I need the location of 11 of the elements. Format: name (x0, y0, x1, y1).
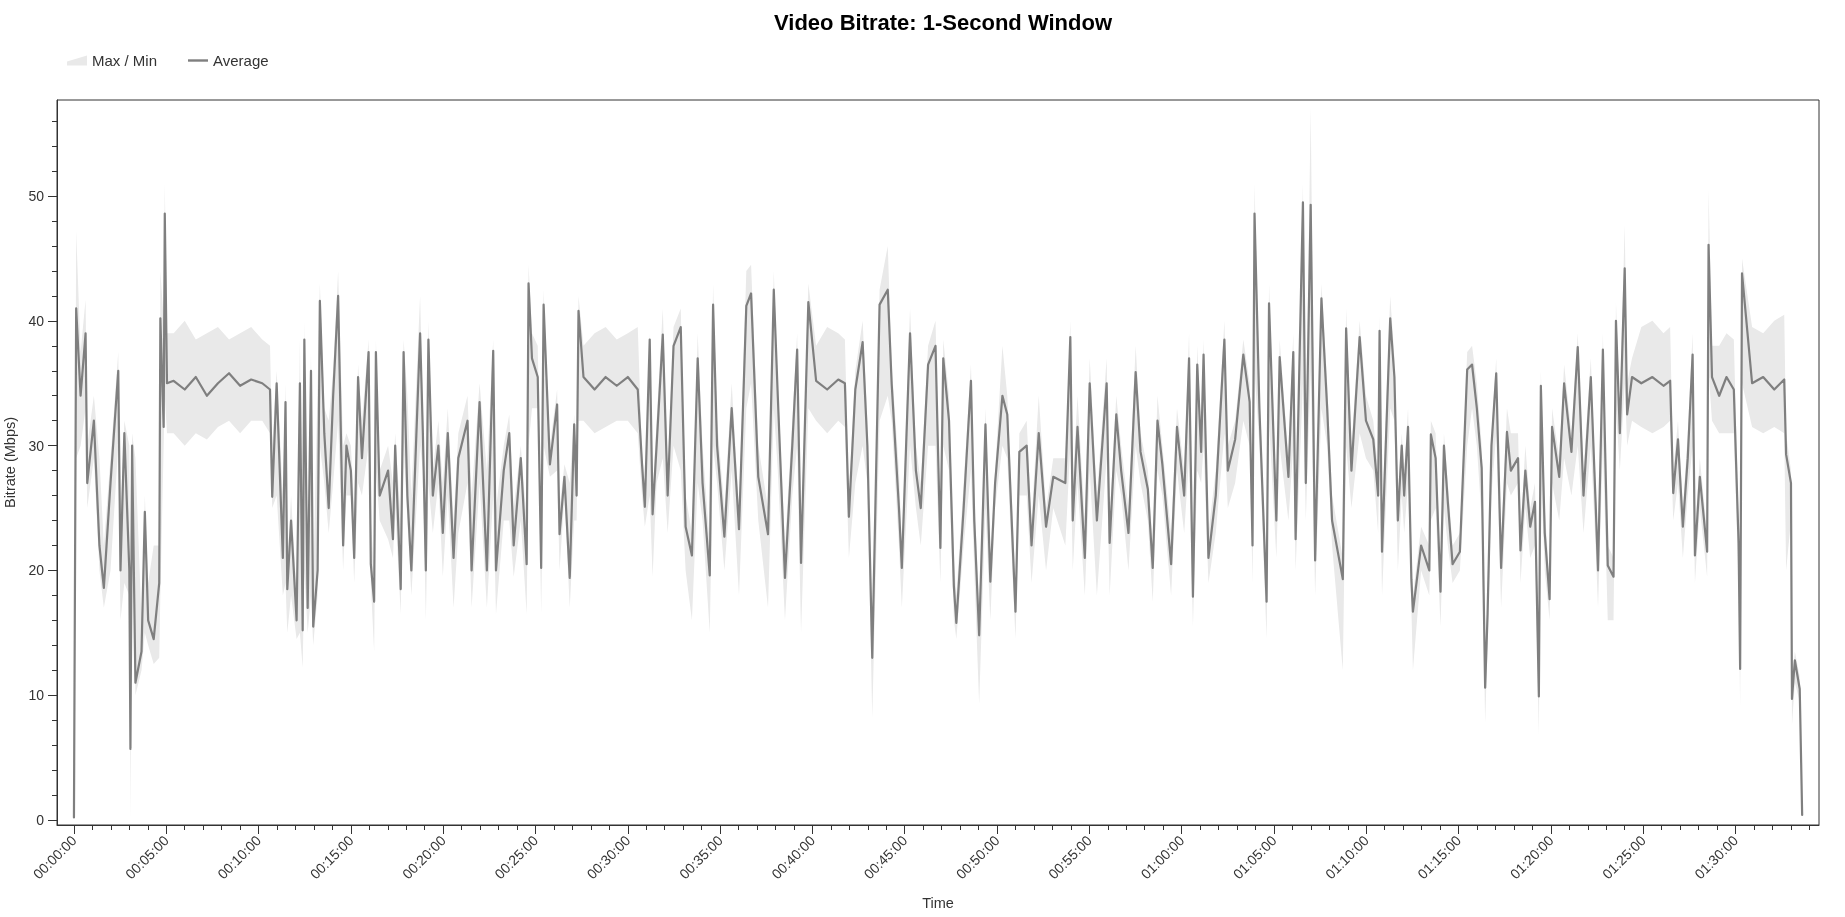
x-axis-title: Time (922, 894, 954, 911)
y-tick-label: 20 (28, 562, 45, 579)
y-axis-title: Bitrate (Mbps) (2, 416, 19, 509)
legend-label: Max / Min (92, 52, 158, 69)
y-tick-label: 0 (36, 812, 45, 829)
legend-label: Average (213, 52, 269, 69)
y-tick-label: 10 (28, 687, 45, 704)
y-tick-label: 40 (28, 312, 45, 329)
y-tick-label: 30 (28, 437, 45, 454)
chart-title: Video Bitrate: 1-Second Window (774, 9, 1113, 35)
y-tick-label: 50 (28, 188, 45, 205)
